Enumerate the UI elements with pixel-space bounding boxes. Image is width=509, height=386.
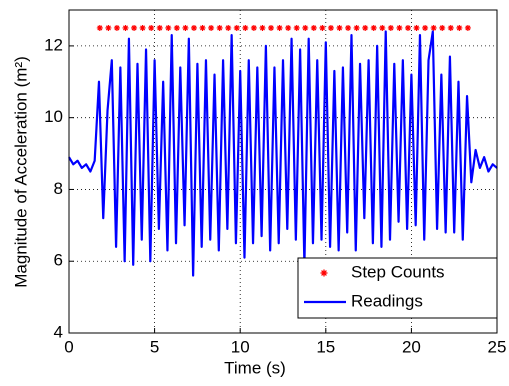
step-marker [327,24,334,31]
step-marker [173,24,180,31]
step-marker [156,24,163,31]
step-marker [242,24,249,31]
step-marker [182,24,189,31]
step-marker [319,24,326,31]
x-tick-label: 5 [150,337,159,356]
step-marker [208,24,215,31]
x-tick-label: 15 [316,337,335,356]
legend-label: Readings [351,291,423,310]
step-marker [379,24,386,31]
y-axis-label: Magnitude of Acceleration (m²) [11,56,30,288]
step-marker [165,24,172,31]
step-marker [464,24,471,31]
step-marker [447,24,454,31]
step-marker [268,24,275,31]
x-tick-label: 10 [231,337,250,356]
step-marker [96,24,103,31]
step-marker [190,24,197,31]
step-marker [404,24,411,31]
y-tick-label: 10 [44,107,63,126]
step-marker [422,24,429,31]
step-marker [439,24,446,31]
step-marker [225,24,232,31]
step-marker [413,24,420,31]
step-marker [336,24,343,31]
step-marker [131,24,138,31]
step-marker [293,24,300,31]
x-axis-label: Time (s) [224,358,286,377]
legend-label: Step Counts [351,262,445,281]
step-marker [387,24,394,31]
step-marker [148,24,155,31]
y-tick-label: 8 [54,179,63,198]
step-marker [139,24,146,31]
step-marker [370,24,377,31]
step-marker [259,24,266,31]
legend-marker [320,269,328,277]
y-tick-label: 4 [54,322,63,341]
step-marker [105,24,112,31]
step-marker [199,24,206,31]
step-marker [310,24,317,31]
step-marker [345,24,352,31]
line-series [68,30,498,277]
y-tick-label: 12 [44,35,63,54]
step-marker [276,24,283,31]
step-marker [362,24,369,31]
step-marker [122,24,129,31]
step-marker [285,24,292,31]
step-marker [113,24,120,31]
step-marker [250,24,257,31]
step-marker [216,24,223,31]
step-marker [430,24,437,31]
step-marker [456,24,463,31]
y-tick-label: 6 [54,251,63,270]
x-tick-label: 0 [64,337,73,356]
x-tick-label: 25 [488,337,507,356]
step-marker [396,24,403,31]
legend-box [297,257,498,319]
step-marker [233,24,240,31]
plot-border [68,9,498,334]
step-marker [302,24,309,31]
step-marker [353,24,360,31]
x-tick-label: 20 [402,337,421,356]
